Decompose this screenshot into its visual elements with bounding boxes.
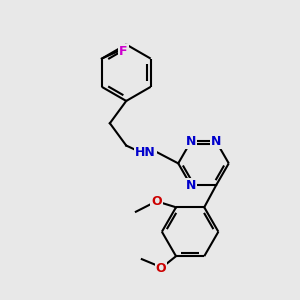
Text: F: F (119, 45, 128, 58)
Text: N: N (211, 135, 221, 148)
Text: N: N (186, 135, 196, 148)
Text: HN: HN (135, 146, 156, 160)
Text: O: O (156, 262, 167, 275)
Text: O: O (152, 195, 162, 208)
Text: N: N (186, 179, 196, 192)
